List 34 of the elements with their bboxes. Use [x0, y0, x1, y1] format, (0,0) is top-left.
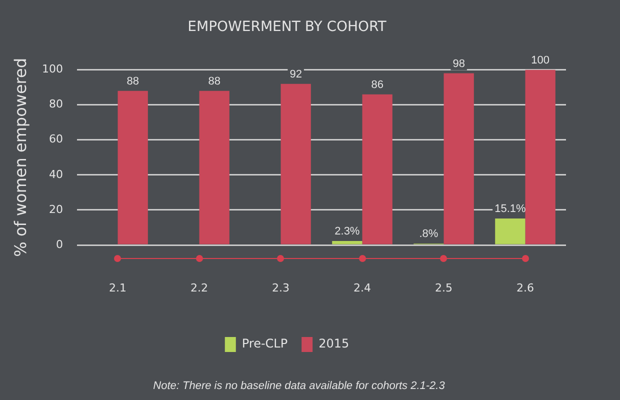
x-tick-label: 2.1	[109, 281, 126, 294]
x-tick-label: 2.6	[516, 281, 534, 294]
bar	[495, 218, 526, 244]
y-tick-label: 0	[56, 238, 63, 251]
y-tick-label: 60	[49, 132, 63, 146]
legend-label: Pre-CLP	[242, 336, 288, 351]
legend-label: 2015	[318, 336, 350, 351]
y-axis-title: % of women empowered	[10, 58, 30, 257]
bar	[199, 90, 230, 244]
data-label: 86	[371, 78, 384, 91]
data-label: .8%	[419, 228, 438, 240]
data-label: 88	[208, 75, 220, 88]
data-label: 100	[531, 54, 550, 66]
y-tick-label: 40	[49, 168, 63, 181]
data-label: 98	[452, 58, 465, 70]
y-tick-label: 20	[49, 202, 63, 216]
bar	[280, 84, 311, 244]
data-label: 88	[126, 75, 139, 88]
data-label: 15.1%	[494, 203, 526, 216]
y-tick-label: 100	[42, 62, 63, 76]
bar	[332, 240, 362, 244]
x-tick-label: 2.5	[435, 281, 452, 294]
x-tick-label: 2.2	[190, 281, 208, 294]
bar	[444, 73, 474, 244]
bar	[362, 94, 392, 244]
bar	[118, 90, 148, 244]
bar	[525, 70, 556, 244]
text: Note: There is no baseline data available for cohorts 2.1-2.3	[153, 380, 446, 392]
x-tick-label: 2.3	[272, 281, 290, 294]
chart-title: EMPOWERMENT BY COHORT	[188, 19, 387, 36]
y-tick-label: 80	[49, 98, 63, 111]
data-label: 2.3%	[334, 226, 360, 238]
data-label: 92	[290, 68, 302, 80]
x-tick-label: 2.4	[354, 281, 371, 294]
